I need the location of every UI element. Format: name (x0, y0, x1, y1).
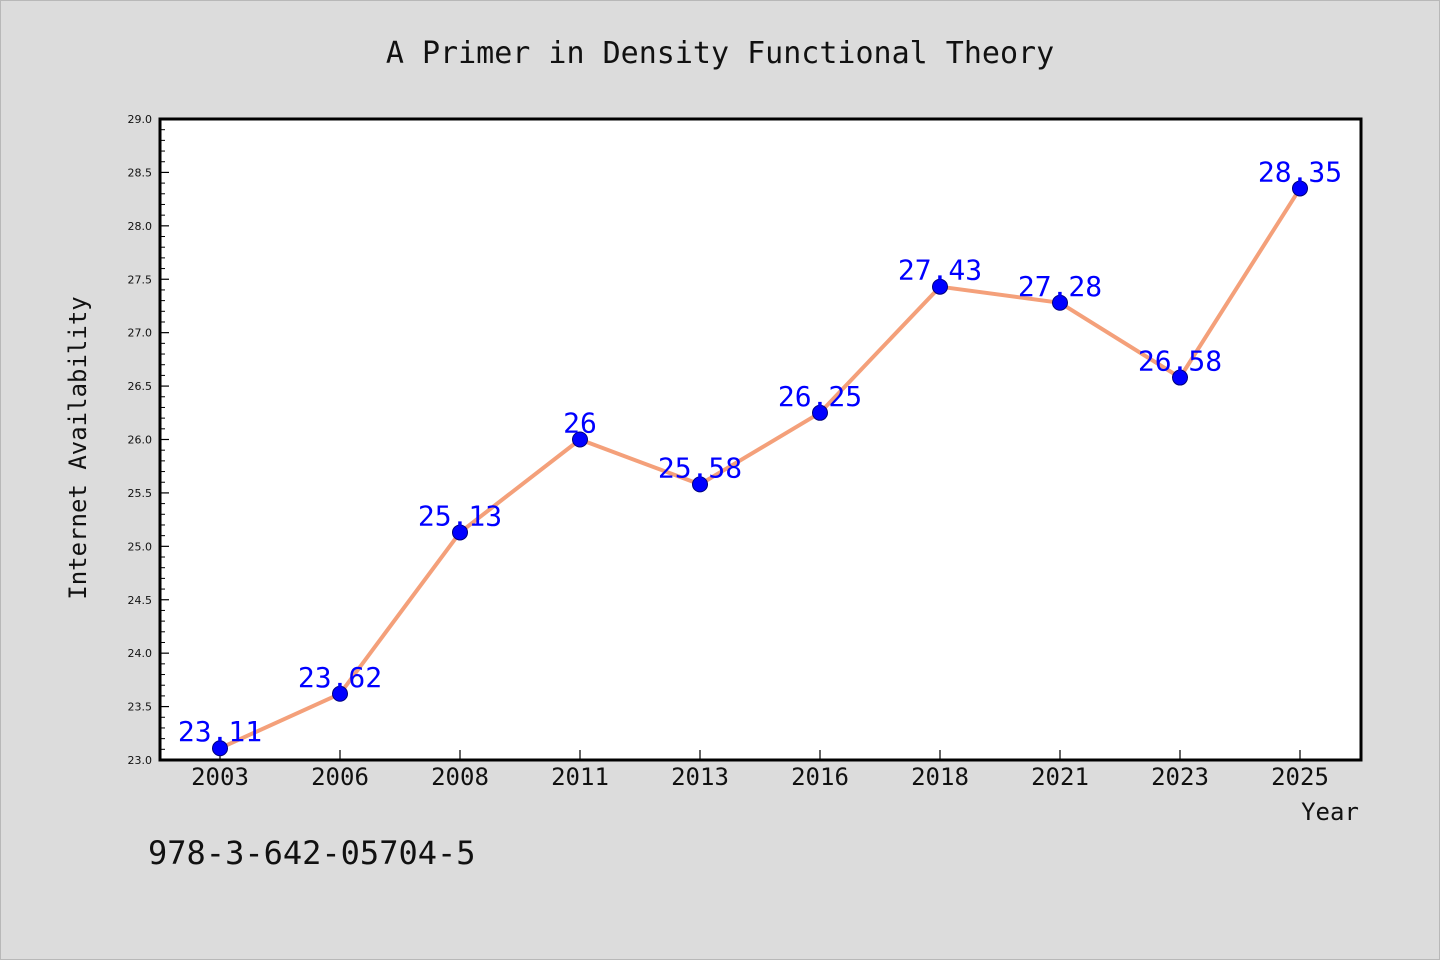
data-labels: 23.11 23.62 25.13 26 25.58 26.25 27.43 27.28 26.… (178, 155, 1342, 748)
y-tick-label: 27.0 (128, 327, 153, 340)
x-tick-label: 2021 (1031, 763, 1089, 791)
x-tick-label: 2008 (431, 763, 489, 791)
y-tick-label: 25.5 (128, 487, 153, 500)
x-axis-label: Year (1301, 798, 1359, 826)
x-tick-label: 2006 (311, 763, 369, 791)
data-label: 25.58 (658, 451, 742, 484)
y-tick-label: 24.0 (128, 647, 153, 660)
y-tick-label: 24.5 (128, 594, 153, 607)
data-point (932, 278, 948, 295)
y-tick-label: 27.5 (128, 273, 153, 286)
data-point (812, 404, 828, 421)
y-tick-label: 23.5 (128, 701, 153, 714)
data-label: 27.28 (1018, 270, 1102, 303)
y-tick-label: 26.0 (128, 434, 153, 447)
data-point (692, 476, 708, 493)
plot-area (160, 119, 1361, 760)
data-label: 23.62 (298, 661, 382, 694)
isbn-label: 978-3-642-05704-5 (148, 834, 476, 872)
data-point (1052, 294, 1068, 311)
y-axis-label: Internet Availability (64, 296, 92, 599)
series-line (219, 187, 1302, 751)
data-label: 28.35 (1258, 155, 1342, 188)
y-tick-label: 28.5 (128, 166, 153, 179)
data-label: 27.43 (898, 254, 982, 287)
chart-title: A Primer in Density Functional Theory (386, 36, 1054, 71)
data-label: 25.13 (418, 499, 502, 532)
y-tick-label: 25.0 (128, 540, 153, 553)
x-tick-label: 2025 (1271, 763, 1329, 791)
x-tick-label: 2003 (191, 763, 249, 791)
data-point (332, 685, 348, 702)
data-point (1292, 180, 1308, 197)
x-tick-label: 2013 (671, 763, 729, 791)
x-tick-label: 2023 (1151, 763, 1209, 791)
x-tick-label: 2018 (911, 763, 969, 791)
plot-frame (158, 117, 1363, 762)
data-point (452, 524, 468, 541)
y-tick-label: 29.0 (128, 113, 153, 126)
data-point (212, 740, 228, 757)
y-tick-label: 28.0 (128, 220, 153, 233)
x-tick-label: 2011 (551, 763, 609, 791)
data-label: 26.58 (1138, 345, 1222, 378)
data-point (1172, 369, 1188, 386)
y-axis: 23.0 23.5 24.0 24.5 25.0 25.5 26.0 26.5 27.0 27.5… (128, 113, 169, 767)
data-label: 23.11 (178, 715, 262, 748)
y-tick-label: 23.0 (128, 754, 153, 767)
data-label: 26 (563, 407, 597, 440)
x-tick-label: 2016 (791, 763, 849, 791)
data-points (212, 180, 1308, 757)
data-label: 26.25 (778, 380, 862, 413)
x-axis: 2003 2006 2008 2011 2013 2016 2018 2021 2023 2025 (191, 750, 1329, 791)
y-tick-label: 26.5 (128, 380, 153, 393)
data-point (572, 431, 588, 448)
